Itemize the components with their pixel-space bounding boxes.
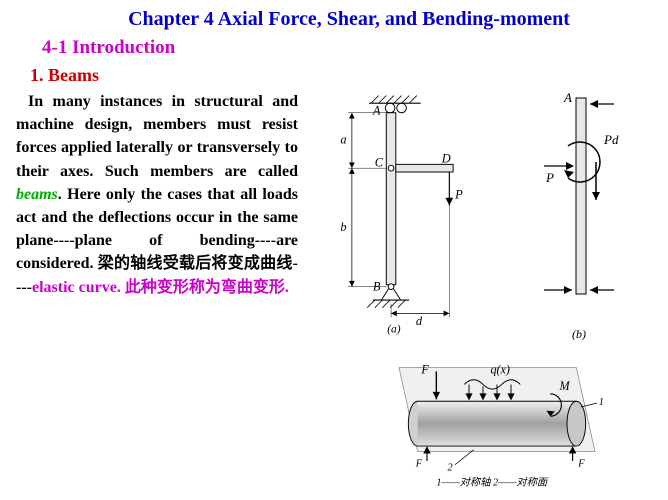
label-A2: A: [563, 90, 572, 105]
subsection-title: 1. Beams: [0, 63, 668, 90]
paragraph-text: In many instances in structural and mach…: [16, 90, 298, 494]
figure-b: A Pd P (b): [488, 90, 660, 340]
para-part1: In many instances in structural and mach…: [16, 93, 298, 180]
label-Fb: F: [577, 459, 585, 470]
caption-b: (b): [572, 327, 586, 340]
label-B: B: [373, 279, 381, 293]
label-C: C: [375, 155, 384, 169]
para-part3: 此种变形称为弯曲变形.: [125, 279, 289, 296]
label-D: D: [441, 151, 451, 165]
caption-a: (a): [387, 324, 401, 336]
section-title: 4-1 Introduction: [0, 35, 668, 63]
label-M: M: [559, 379, 571, 393]
label-P: P: [454, 188, 463, 202]
label-b: b: [340, 220, 346, 234]
label-Pd: Pd: [603, 132, 619, 147]
caption-c: 1——对称轴 2——对称面: [436, 476, 549, 488]
elastic-curve-text: elastic curve.: [32, 279, 125, 296]
figures-column: A B C D P a b d (a): [298, 90, 660, 494]
label-1: 1: [599, 397, 604, 408]
label-d: d: [416, 314, 423, 328]
label-P2: P: [545, 170, 554, 185]
label-F: F: [420, 362, 429, 376]
top-figures: A B C D P a b d (a): [306, 90, 660, 340]
label-qx: q(x): [490, 362, 510, 376]
figure-c: F q(x) M F F 1 2 1——对称轴 2——对称面: [306, 344, 660, 494]
label-a: a: [340, 132, 346, 146]
figure-a: A B C D P a b d (a): [306, 90, 478, 340]
label-Fa: F: [415, 459, 423, 470]
label-A: A: [372, 104, 381, 118]
content-area: In many instances in structural and mach…: [0, 90, 668, 494]
label-2: 2: [448, 462, 453, 473]
beams-word: beams: [16, 186, 58, 203]
chapter-title: Chapter 4 Axial Force, Shear, and Bendin…: [0, 0, 668, 35]
